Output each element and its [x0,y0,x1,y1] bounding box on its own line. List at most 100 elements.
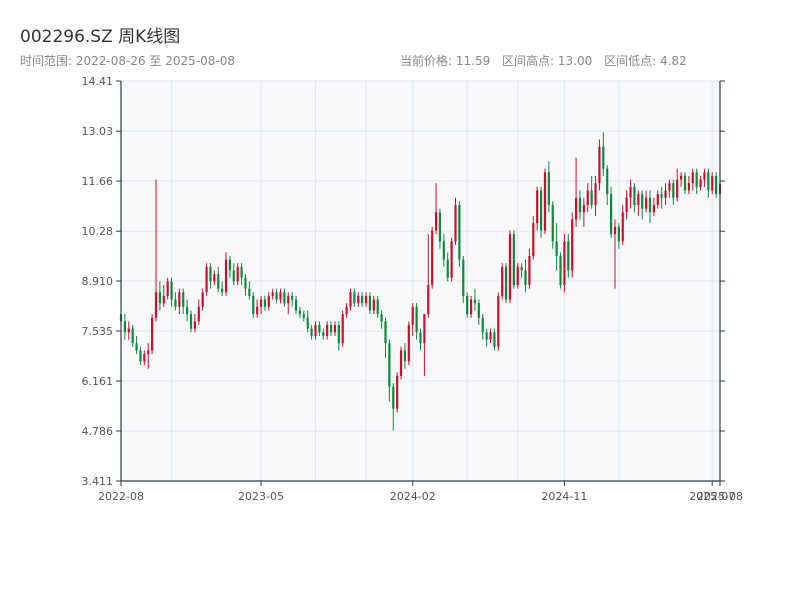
x-tick-label: 2023-05 [238,490,284,503]
candle-body [376,299,379,315]
candle-body [574,197,578,220]
candle-body [154,292,158,318]
candle-body [283,292,286,304]
candle-body [372,299,375,311]
y-tick-label: 11.66 [82,175,114,188]
range-low-text: 区间低点: 4.82 [604,54,687,68]
y-tick-label: 14.41 [82,75,114,88]
candle-body [287,295,290,304]
candle-body [174,299,177,307]
candle-body [617,226,620,242]
candle-body [267,295,270,307]
candle-body [217,274,220,289]
candle-body [182,292,185,307]
x-tick-label: 2025-07 [689,490,735,503]
candle-body [162,295,165,304]
candle-body [349,292,352,307]
candle-body [683,175,687,191]
candle-body [633,186,636,206]
y-tick-label: 3.411 [82,475,114,488]
candle-body [139,350,142,362]
candle-body [427,285,430,315]
candle-body [306,317,309,329]
candle-body [656,194,659,206]
candle-body [469,299,473,315]
candle-body [357,295,360,304]
candle-body [563,241,566,286]
candle-body [423,314,426,344]
candle-body [248,288,251,296]
candle-body [582,205,585,213]
candle-body [477,303,480,318]
candle-body [485,332,488,340]
x-tick-label: 2024-02 [390,490,436,503]
candle-body [341,314,344,344]
candle-body [609,194,613,235]
candle-body [291,295,294,300]
x-tick-label: 2025-08 [697,490,743,503]
candle-body [240,266,243,278]
candle-body [135,343,138,351]
candle-body [613,226,617,235]
date-range-text: 时间范围: 2022-08-26 至 2025-08-08 [20,54,235,68]
candle-body [275,292,278,300]
candle-body [384,321,387,344]
candle-body [419,332,422,344]
candle-body [711,175,714,191]
candle-body [221,288,224,293]
x-tick-label: 2024-11 [541,490,587,503]
candle-body [489,332,492,340]
candle-body [555,241,558,256]
candle-body [551,205,554,242]
candle-body [411,306,414,326]
y-tick-label: 6.161 [82,375,114,388]
candle-body [337,325,340,344]
candle-body [462,259,465,296]
candle-body [201,292,204,307]
candle-body [516,266,519,286]
candle-body [166,281,169,296]
candle-body [399,350,403,376]
candle-body [361,295,364,304]
candle-body [228,259,232,271]
axes: 3.411 4.786 6.161 7.535 8.910 10.28 11.66 13.03… [82,75,743,503]
candle-body [256,306,259,315]
candle-body [520,266,523,271]
candle-body [213,274,216,282]
candle-body [314,325,317,336]
candle-body [676,179,679,198]
candle-body [695,172,698,187]
candle-body [637,194,640,206]
candle-body [151,317,154,351]
candle-body [450,241,453,278]
candle-body [578,197,582,213]
candle-body [567,241,570,271]
candle-body [590,190,593,206]
range-high-text: 区间高点: 13.00 [502,54,593,68]
candle-body [703,172,706,180]
candle-body [271,292,274,296]
candle-body [364,295,368,304]
candle-body [668,183,671,191]
candle-body [539,190,543,231]
candle-body [446,259,449,278]
candle-body [512,234,515,286]
candle-body [333,325,337,333]
candle-body [497,295,500,347]
candle-body [263,299,267,307]
candle-body [322,332,325,336]
candle-body [407,325,410,362]
candle-body [224,259,228,293]
current-price-text: 当前价格: 11.59 [400,54,491,68]
candle-body [625,197,628,213]
candle-body [532,223,535,256]
candle-body [473,299,477,304]
candle-body [205,266,208,293]
candle-body [715,175,718,195]
candle-body [368,295,372,311]
candle-body [318,325,321,333]
candle-body [543,172,547,231]
candle-body [524,270,527,286]
candle-body [259,299,263,307]
